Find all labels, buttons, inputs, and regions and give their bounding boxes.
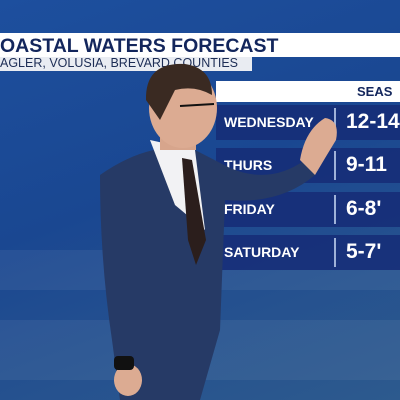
column-divider [334, 151, 336, 180]
suit [100, 147, 315, 400]
seas-value: 9-11 [346, 153, 387, 176]
table-row: WEDNESDAY 12-14 [216, 105, 400, 140]
hair [145, 63, 212, 120]
watch [114, 356, 134, 370]
table-row: SATURDAY 5-7' [216, 235, 400, 270]
column-divider [334, 238, 336, 267]
day-label: THURS [224, 157, 273, 173]
day-label: FRIDAY [224, 201, 275, 217]
column-divider [334, 195, 336, 224]
tie [182, 158, 206, 265]
seas-value: 6-8' [346, 197, 382, 220]
title: OASTAL WATERS FORECAST [0, 35, 279, 57]
column-divider [334, 108, 336, 137]
title-bar [0, 33, 400, 57]
seas-value: 12-14 [346, 110, 400, 133]
glasses [179, 103, 215, 107]
day-label: SATURDAY [224, 244, 300, 260]
column-header: SEAS [357, 84, 393, 99]
column-header-bar [216, 81, 400, 102]
seas-value: 5-7' [346, 240, 382, 263]
hand [300, 118, 337, 175]
hand [114, 364, 142, 396]
day-label: WEDNESDAY [224, 114, 314, 130]
